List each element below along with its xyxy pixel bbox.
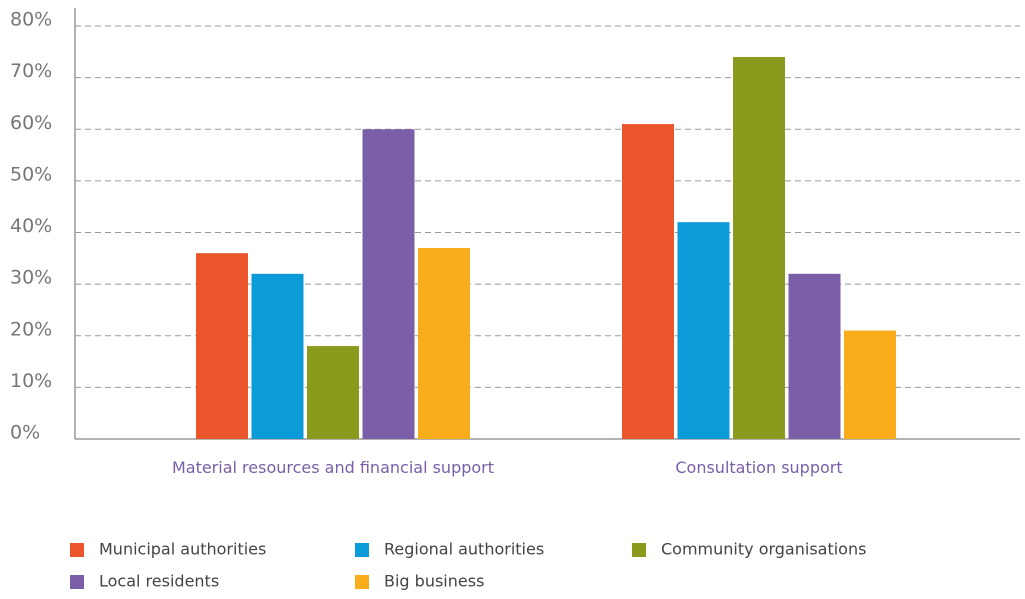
y-tick-label: 0% xyxy=(10,422,40,444)
y-tick-label: 20% xyxy=(10,318,52,340)
y-tick-label: 60% xyxy=(10,112,52,134)
bar xyxy=(307,346,359,439)
bar xyxy=(418,247,470,439)
y-tick-label: 80% xyxy=(10,9,52,31)
x-tick-label: Material resources and financial support xyxy=(172,458,494,477)
bar xyxy=(251,273,304,439)
legend-swatch xyxy=(70,575,84,589)
y-tick-label: 30% xyxy=(10,267,52,289)
legend-label: Big business xyxy=(384,572,484,591)
bar xyxy=(622,124,674,440)
bar xyxy=(362,129,415,439)
y-tick-label: 10% xyxy=(10,370,52,392)
legend-swatch xyxy=(632,543,646,557)
bar xyxy=(196,253,248,439)
bar xyxy=(677,222,730,439)
bar xyxy=(788,273,841,439)
legend-label: Regional authorities xyxy=(384,540,544,559)
bar xyxy=(733,56,785,439)
bar xyxy=(844,330,896,439)
legend-swatch xyxy=(355,543,369,557)
y-tick-label: 70% xyxy=(10,60,52,82)
y-tick-label: 50% xyxy=(10,163,52,185)
x-tick-label: Consultation support xyxy=(675,458,842,477)
legend-swatch xyxy=(355,575,369,589)
legend-label: Municipal authorities xyxy=(99,540,266,559)
legend-label: Community organisations xyxy=(661,540,866,559)
legend-label: Local residents xyxy=(99,572,219,591)
y-tick-label: 40% xyxy=(10,215,52,237)
legend-swatch xyxy=(70,543,84,557)
